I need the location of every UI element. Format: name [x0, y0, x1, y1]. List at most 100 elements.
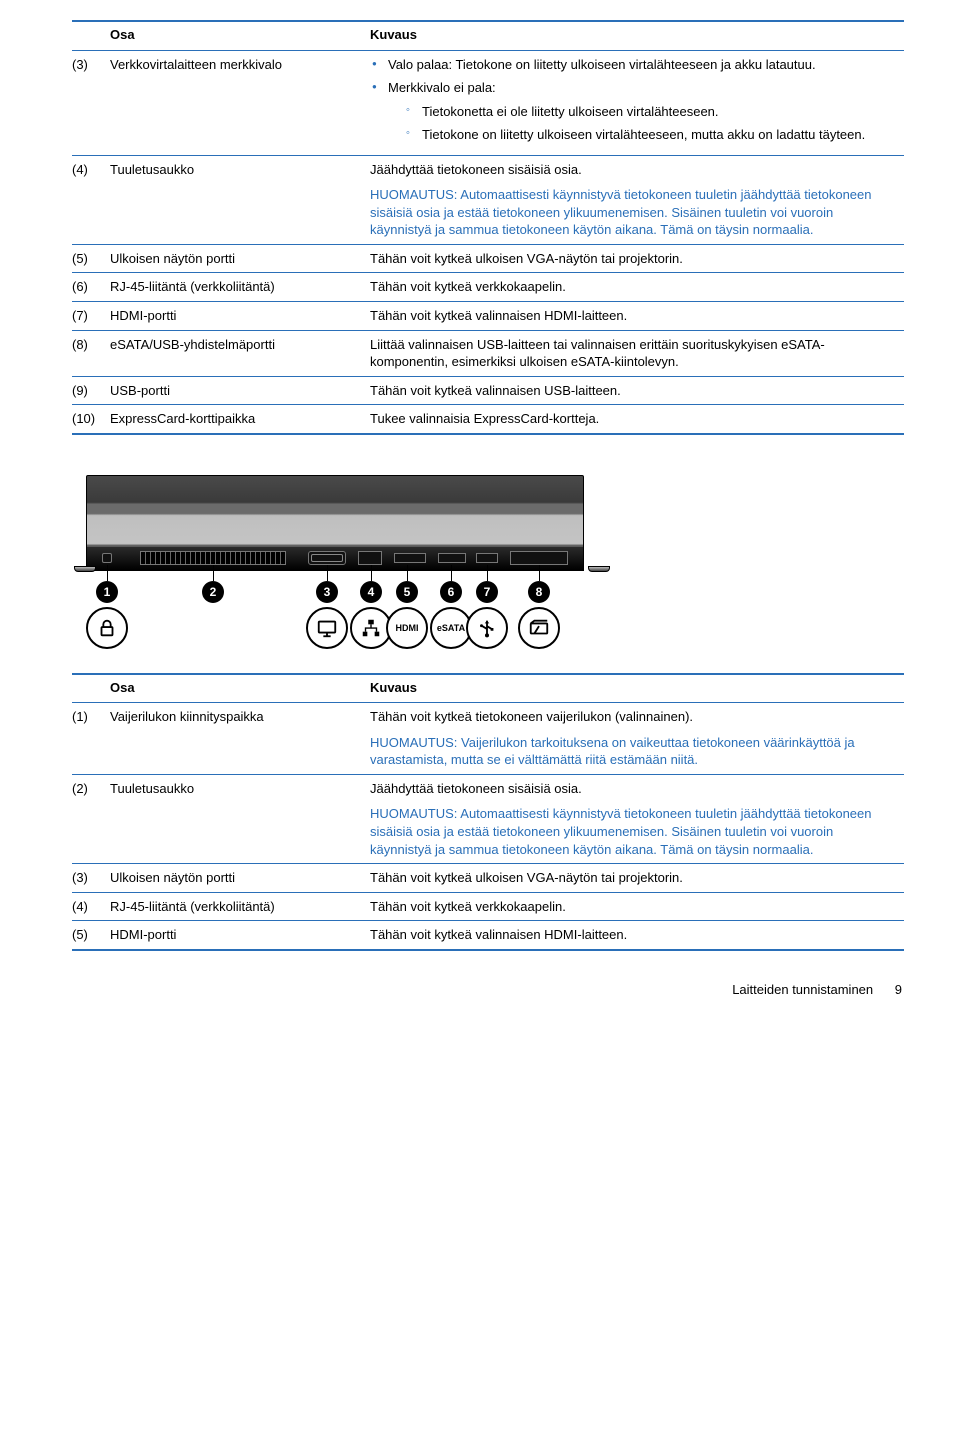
desc-text: Tähän voit kytkeä valinnaisen HDMI-laitt… — [370, 307, 898, 325]
row-number: (9) — [72, 376, 110, 405]
table-row: (1)Vaijerilukon kiinnityspaikkaTähän voi… — [72, 703, 904, 775]
callout-number-7: 7 — [476, 581, 498, 603]
ports-diagram: 12345678HDMIeSATA — [72, 475, 904, 645]
callout-number-8: 8 — [528, 581, 550, 603]
leader-line — [451, 565, 452, 581]
desc-text: Tähän voit kytkeä verkkokaapelin. — [370, 278, 898, 296]
table-row: (3)Ulkoisen näytön porttiTähän voit kytk… — [72, 864, 904, 893]
row-description: Tähän voit kytkeä ulkoisen VGA-näytön ta… — [370, 244, 904, 273]
footer-section-title: Laitteiden tunnistaminen — [732, 982, 873, 997]
leader-line — [539, 565, 540, 581]
hdmi-icon: HDMI — [386, 607, 428, 649]
desc-text: Jäähdyttää tietokoneen sisäisiä osia. — [370, 780, 898, 798]
row-component-name: Tuuletusaukko — [110, 774, 370, 863]
row-component-name: RJ-45-liitäntä (verkkoliitäntä) — [110, 273, 370, 302]
row-component-name: Vaijerilukon kiinnityspaikka — [110, 703, 370, 775]
row-component-name: Verkkovirtalaitteen merkkivalo — [110, 50, 370, 155]
row-description: Tähän voit kytkeä verkkokaapelin. — [370, 892, 904, 921]
desc-text: Jäähdyttää tietokoneen sisäisiä osia. — [370, 161, 898, 179]
row-number: (2) — [72, 774, 110, 863]
component-table-1: Osa Kuvaus (3)Verkkovirtalaitteen merkki… — [72, 20, 904, 435]
callout-number-4: 4 — [360, 581, 382, 603]
row-description: Jäähdyttää tietokoneen sisäisiä osia.HUO… — [370, 155, 904, 244]
table-row: (6)RJ-45-liitäntä (verkkoliitäntä)Tähän … — [72, 273, 904, 302]
row-description: Tähän voit kytkeä valinnaisen HDMI-laitt… — [370, 921, 904, 950]
cooling-vent — [140, 551, 286, 565]
callout-number-2: 2 — [202, 581, 224, 603]
row-component-name: Ulkoisen näytön portti — [110, 244, 370, 273]
row-description: Tukee valinnaisia ExpressCard-kortteja. — [370, 405, 904, 434]
component-table-2: Osa Kuvaus (1)Vaijerilukon kiinnityspaik… — [72, 673, 904, 951]
callout-number-5: 5 — [396, 581, 418, 603]
col-header-kuvaus: Kuvaus — [370, 674, 904, 703]
leader-line — [407, 565, 408, 581]
desc-text: Tukee valinnaisia ExpressCard-kortteja. — [370, 410, 898, 428]
footer-page-number: 9 — [895, 981, 902, 999]
desc-text: Tähän voit kytkeä verkkokaapelin. — [370, 898, 898, 916]
row-description: Jäähdyttää tietokoneen sisäisiä osia. HUO… — [370, 774, 904, 863]
table-row: (7)HDMI-porttiTähän voit kytkeä valinnai… — [72, 302, 904, 331]
row-number: (3) — [72, 864, 110, 893]
bullet-list: Valo palaa: Tietokone on liitetty ulkois… — [370, 56, 898, 144]
callout-number-3: 3 — [316, 581, 338, 603]
row-description: Valo palaa: Tietokone on liitetty ulkois… — [370, 50, 904, 155]
desc-text: Tähän voit kytkeä ulkoisen VGA-näytön ta… — [370, 869, 898, 887]
row-number: (3) — [72, 50, 110, 155]
monitor-icon — [306, 607, 348, 649]
col-header-num — [72, 674, 110, 703]
desc-text: Tähän voit kytkeä valinnaisen USB-laitte… — [370, 382, 898, 400]
desc-text: Tähän voit kytkeä ulkoisen VGA-näytön ta… — [370, 250, 898, 268]
row-component-name: RJ-45-liitäntä (verkkoliitäntä) — [110, 892, 370, 921]
table-row: (4)TuuletusaukkoJäähdyttää tietokoneen s… — [72, 155, 904, 244]
col-header-osa: Osa — [110, 21, 370, 50]
table-row: (2)TuuletusaukkoJäähdyttää tietokoneen s… — [72, 774, 904, 863]
row-number: (7) — [72, 302, 110, 331]
sub-bullet-item: Tietokone on liitetty ulkoiseen virtaläh… — [388, 126, 898, 144]
row-component-name: ExpressCard-korttipaikka — [110, 405, 370, 434]
row-number: (10) — [72, 405, 110, 434]
bullet-item: Merkkivalo ei pala:Tietokonetta ei ole l… — [370, 79, 898, 144]
table-row: (8)eSATA/USB-yhdistelmäporttiLiittää val… — [72, 330, 904, 376]
callout-number-6: 6 — [440, 581, 462, 603]
desc-text: Tähän voit kytkeä valinnaisen HDMI-laitt… — [370, 926, 898, 944]
leader-line — [107, 565, 108, 581]
col-header-kuvaus: Kuvaus — [370, 21, 904, 50]
table-row: (9)USB-porttiTähän voit kytkeä valinnais… — [72, 376, 904, 405]
table-row: (5)HDMI-porttiTähän voit kytkeä valinnai… — [72, 921, 904, 950]
table-row: (5)Ulkoisen näytön porttiTähän voit kytk… — [72, 244, 904, 273]
row-number: (4) — [72, 155, 110, 244]
table1-body: (3)Verkkovirtalaitteen merkkivaloValo pa… — [72, 50, 904, 434]
desc-text: Liittää valinnaisen USB-laitteen tai val… — [370, 336, 898, 371]
expresscard-icon — [518, 607, 560, 649]
note-block: HUOMAUTUS: Vaijerilukon tarkoituksena on… — [370, 734, 898, 769]
col-header-osa: Osa — [110, 674, 370, 703]
row-description: Tähän voit kytkeä tietokoneen vaijeriluk… — [370, 703, 904, 775]
desc-text: Tähän voit kytkeä tietokoneen vaijeriluk… — [370, 708, 898, 726]
row-number: (1) — [72, 703, 110, 775]
usb-icon — [466, 607, 508, 649]
bullet-item: Valo palaa: Tietokone on liitetty ulkois… — [370, 56, 898, 74]
row-component-name: HDMI-portti — [110, 302, 370, 331]
laptop-foot-right — [588, 566, 610, 572]
row-description: Tähän voit kytkeä verkkokaapelin. — [370, 273, 904, 302]
port-vga — [308, 551, 346, 565]
port-expresscard — [510, 551, 568, 565]
row-number: (5) — [72, 921, 110, 950]
table-row: (3)Verkkovirtalaitteen merkkivaloValo pa… — [72, 50, 904, 155]
row-component-name: Tuuletusaukko — [110, 155, 370, 244]
sub-bullet-list: Tietokonetta ei ole liitetty ulkoiseen v… — [388, 103, 898, 144]
row-number: (8) — [72, 330, 110, 376]
row-description: Tähän voit kytkeä ulkoisen VGA-näytön ta… — [370, 864, 904, 893]
row-description: Tähän voit kytkeä valinnaisen HDMI-laitt… — [370, 302, 904, 331]
sub-bullet-item: Tietokonetta ei ole liitetty ulkoiseen v… — [388, 103, 898, 121]
col-header-num — [72, 21, 110, 50]
leader-line — [327, 565, 328, 581]
port-esata — [438, 553, 466, 563]
lock-icon — [86, 607, 128, 649]
leader-line — [487, 565, 488, 581]
note-label: HUOMAUTUS: — [370, 806, 457, 821]
row-number: (4) — [72, 892, 110, 921]
callout-number-1: 1 — [96, 581, 118, 603]
port-usb — [476, 553, 498, 563]
port-lock-slot — [102, 553, 112, 563]
